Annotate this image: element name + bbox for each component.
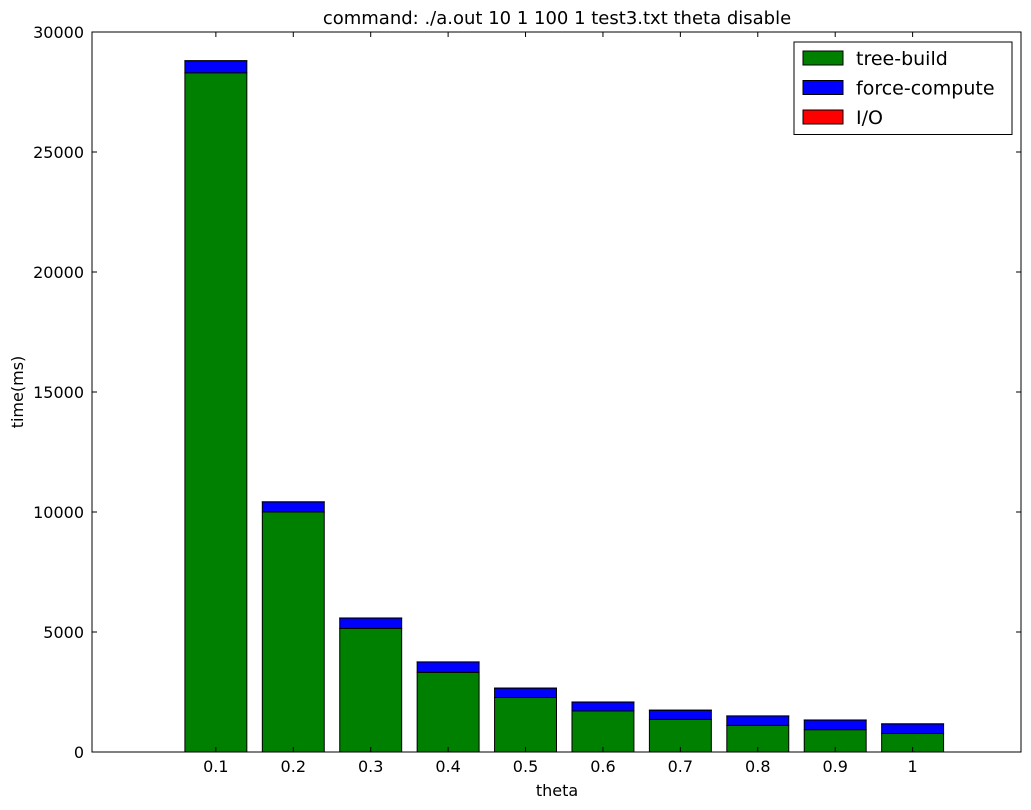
y-tick-label: 30000	[33, 23, 84, 42]
x-tick-label: 0.9	[822, 757, 847, 776]
legend-swatch	[802, 50, 844, 66]
bar-force-compute-8	[803, 719, 867, 731]
bar-tree-build-3	[416, 671, 480, 753]
x-tick-label: 0.2	[281, 757, 306, 776]
x-axis-label: theta	[536, 781, 578, 800]
legend-swatch	[802, 80, 844, 95]
chart-title: command: ./a.out 10 1 100 1 test3.txt th…	[323, 8, 791, 29]
bar-tree-build-0	[184, 72, 248, 753]
bar-tree-build-5	[571, 710, 635, 753]
bar-tree-build-4	[494, 697, 558, 753]
y-tick-label: 20000	[33, 263, 84, 282]
x-tick-label: 0.7	[668, 757, 693, 776]
bar-tree-build-1	[261, 511, 325, 753]
x-tick-label: 0.4	[435, 757, 460, 776]
x-tick-label: 0.3	[358, 757, 383, 776]
ticks: 0 5000 10000 15000 20000 25000 30000 0.1 0.2 0.3 0…	[33, 23, 1021, 776]
bars	[184, 60, 945, 753]
y-tick-label: 15000	[33, 383, 84, 402]
bar-tree-build-2	[339, 627, 403, 753]
x-tick-label: 1	[908, 757, 918, 776]
bar-force-compute-2	[339, 617, 403, 629]
x-tick-label: 0.8	[745, 757, 770, 776]
bar-force-compute-0	[184, 60, 248, 74]
x-tick-label: 0.6	[590, 757, 615, 776]
bar-force-compute-4	[494, 687, 558, 699]
y-tick-label: 5000	[43, 623, 84, 642]
x-tick-label: 0.5	[513, 757, 538, 776]
y-axis-label: time(ms)	[8, 356, 27, 429]
bar-force-compute-5	[571, 701, 635, 712]
bar-force-compute-3	[416, 661, 480, 673]
x-tick-label: 0.1	[203, 757, 228, 776]
bar-force-compute-9	[881, 723, 945, 735]
bar-force-compute-7	[726, 715, 790, 726]
legend: tree-build force-compute I/O	[793, 41, 1013, 135]
bar-force-compute-6	[648, 709, 712, 720]
bar-tree-build-6	[648, 718, 712, 753]
y-tick-label: 25000	[33, 143, 84, 162]
legend-label: force-compute	[856, 78, 995, 100]
y-tick-label: 0	[74, 743, 84, 762]
bar-force-compute-1	[261, 501, 325, 513]
y-tick-label: 10000	[33, 503, 84, 522]
legend-label: tree-build	[856, 48, 948, 70]
legend-label: I/O	[856, 107, 883, 129]
legend-swatch	[802, 109, 844, 125]
